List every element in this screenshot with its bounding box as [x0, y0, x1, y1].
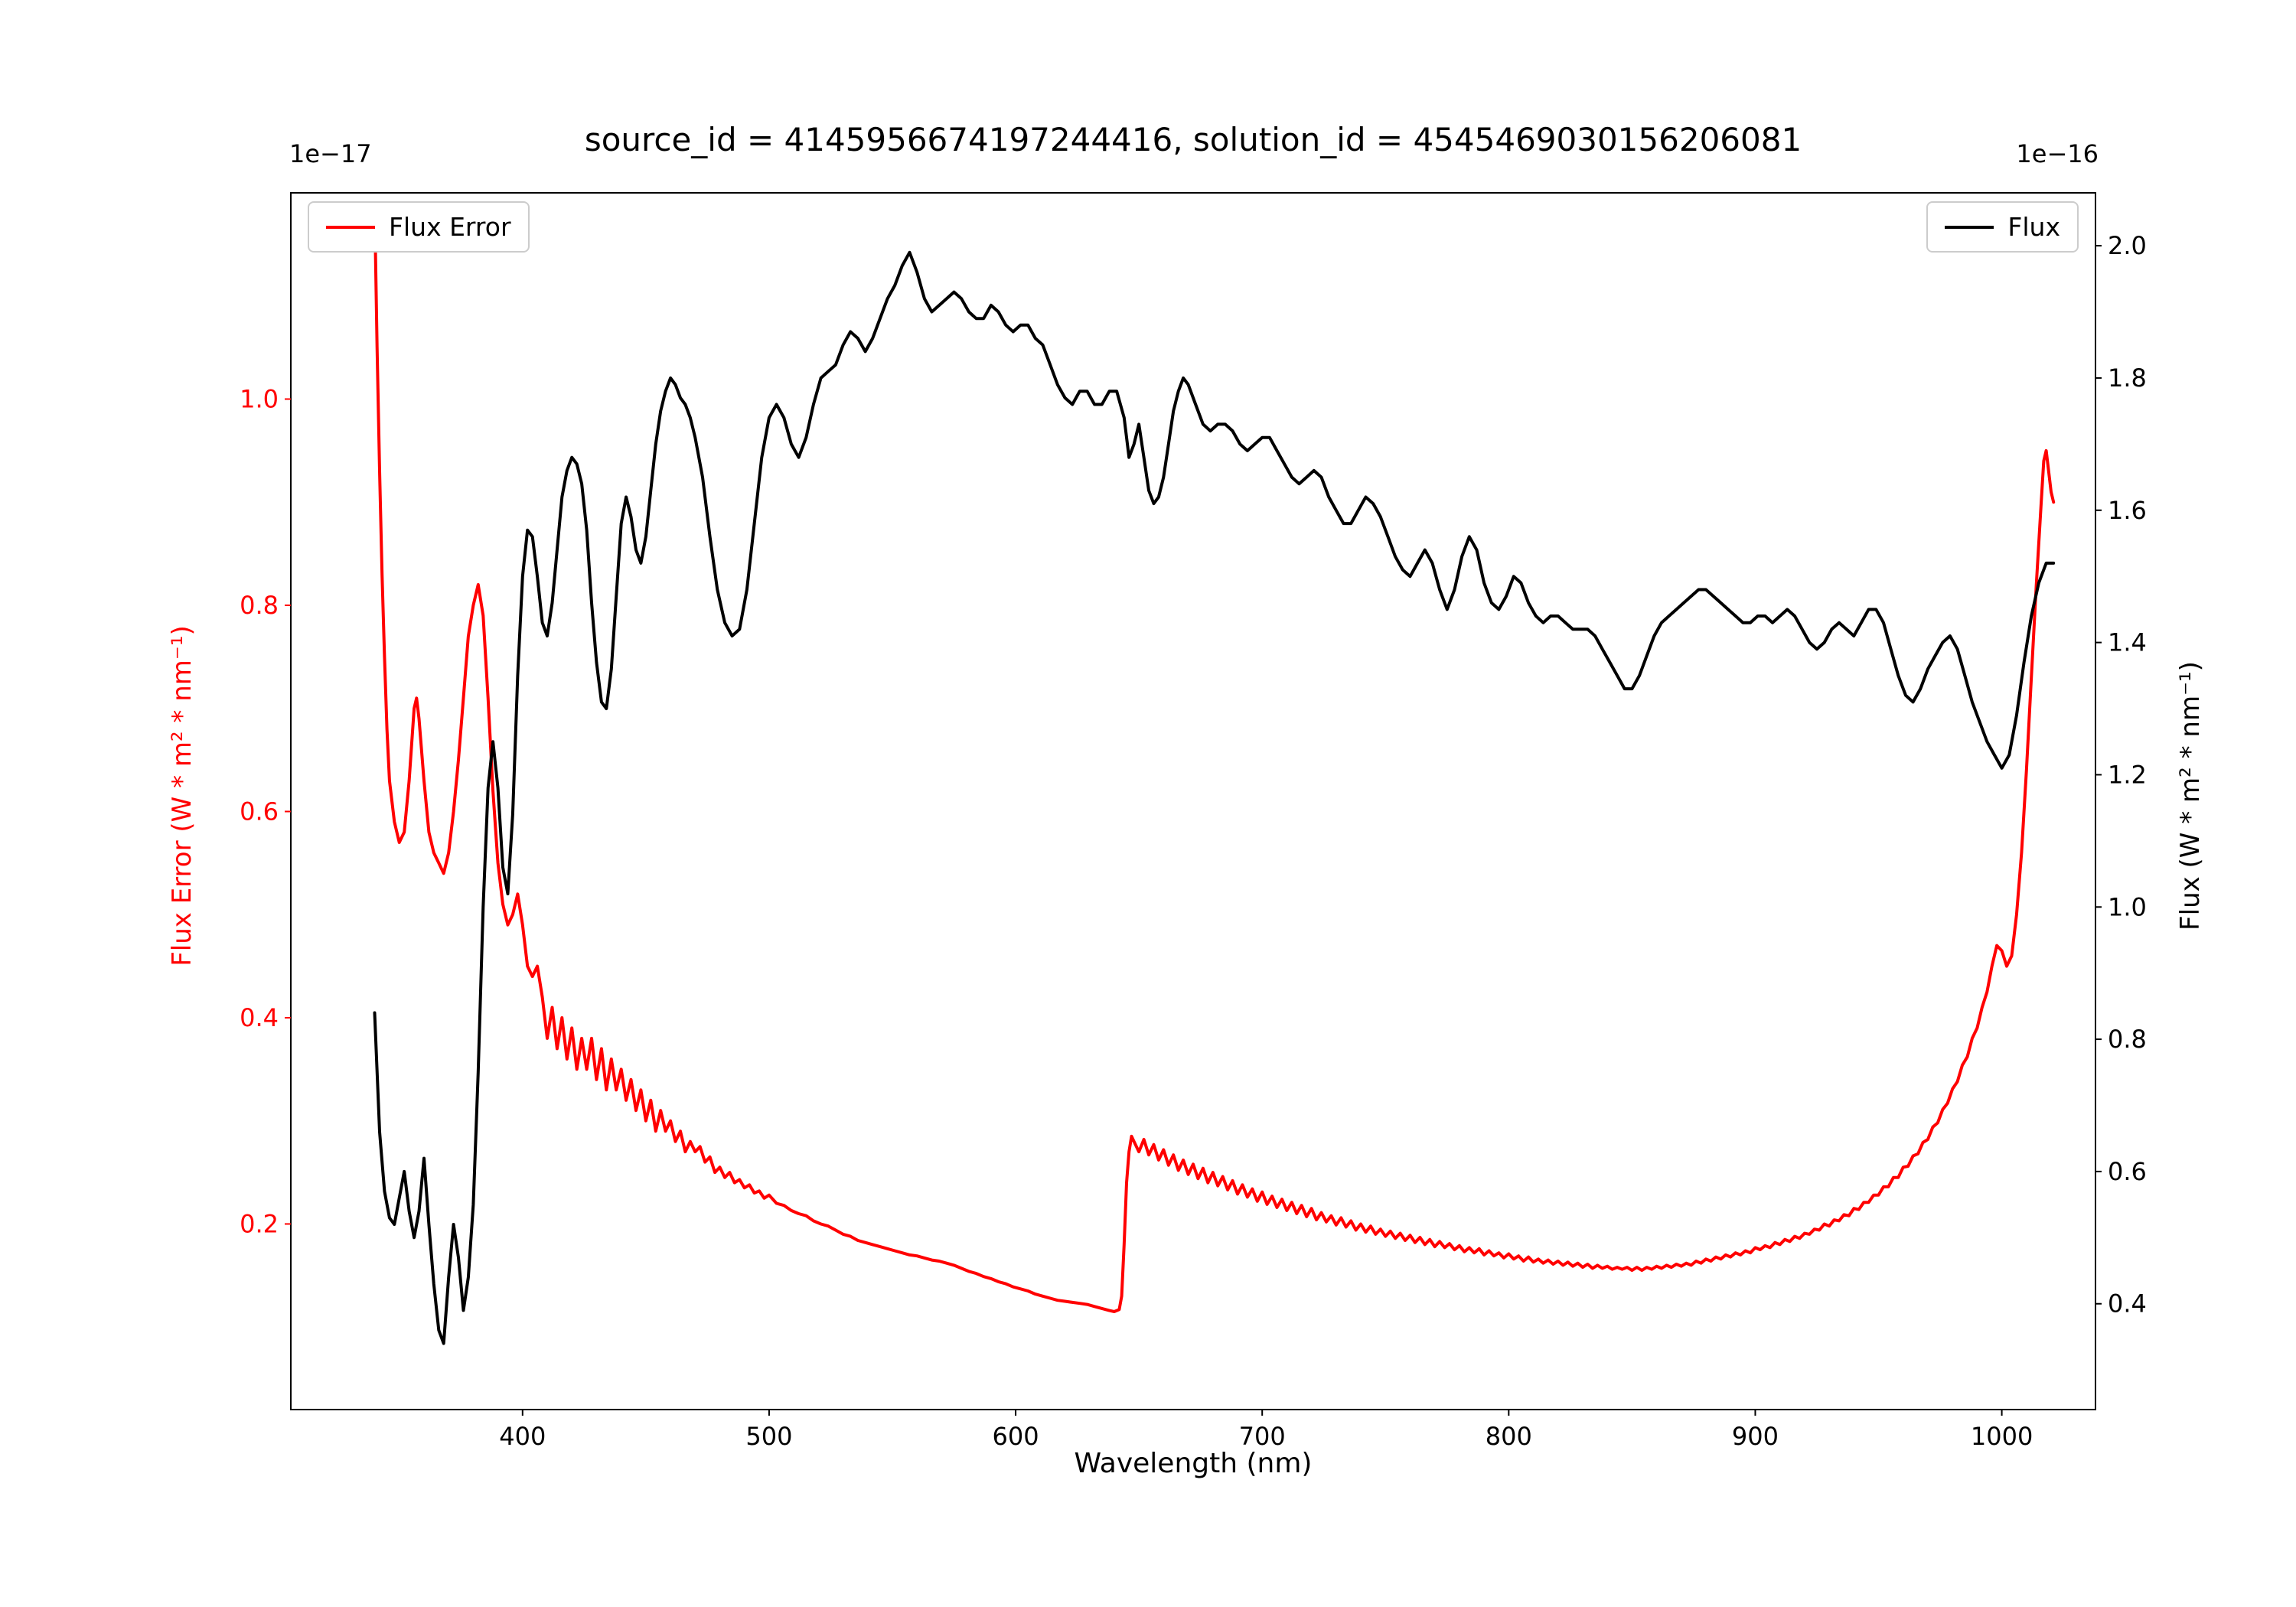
flux-error-line-sample-icon	[326, 225, 375, 229]
flux-error-line	[373, 201, 2056, 1313]
legend-flux-error-label: Flux Error	[389, 212, 511, 242]
right-y-tick-label: 0.8	[2108, 1025, 2147, 1054]
right-y-tick-label: 0.6	[2108, 1157, 2147, 1186]
left-y-axis-label: Flux Error (W * m² * nm⁻¹)	[167, 625, 197, 966]
left-y-tick-label: 0.2	[240, 1209, 279, 1238]
right-y-tick-label: 2.0	[2108, 231, 2147, 260]
right-y-tick-label: 0.4	[2108, 1289, 2147, 1319]
x-tick-label: 700	[1239, 1422, 1286, 1451]
x-tick-label: 600	[993, 1422, 1039, 1451]
x-axis-label: Wavelength (nm)	[1074, 1448, 1313, 1479]
right-y-tick-label: 1.0	[2108, 892, 2147, 921]
chart-title: source_id = 4145956674197244416, solutio…	[584, 121, 1802, 158]
left-y-tick-label: 0.4	[240, 1003, 279, 1032]
x-tick-label: 900	[1732, 1422, 1779, 1451]
x-tick-label: 500	[745, 1422, 792, 1451]
legend-flux-label: Flux	[2007, 212, 2060, 242]
x-tick-label: 400	[499, 1422, 546, 1451]
x-tick-label: 1000	[1971, 1422, 2033, 1451]
legend-flux: Flux	[1926, 201, 2079, 253]
legend-flux-error: Flux Error	[308, 201, 530, 253]
right-y-tick-label: 1.4	[2108, 628, 2147, 657]
axes-spines	[290, 192, 2096, 1410]
right-y-tick-label: 1.8	[2108, 363, 2147, 393]
left-y-tick-label: 1.0	[240, 384, 279, 413]
flux-line-sample-icon	[1945, 225, 1994, 229]
left-axis-offset-text: 1e−17	[289, 139, 372, 168]
right-y-axis-label: Flux (W * m² * nm⁻¹)	[2175, 661, 2206, 931]
flux-line	[373, 250, 2056, 1345]
right-axis-offset-text: 1e−16	[2016, 139, 2099, 168]
left-y-tick-label: 0.6	[240, 797, 279, 826]
x-tick-label: 800	[1486, 1422, 1532, 1451]
right-y-tick-label: 1.6	[2108, 496, 2147, 525]
right-y-tick-label: 1.2	[2108, 760, 2147, 789]
left-y-tick-label: 0.8	[240, 591, 279, 620]
